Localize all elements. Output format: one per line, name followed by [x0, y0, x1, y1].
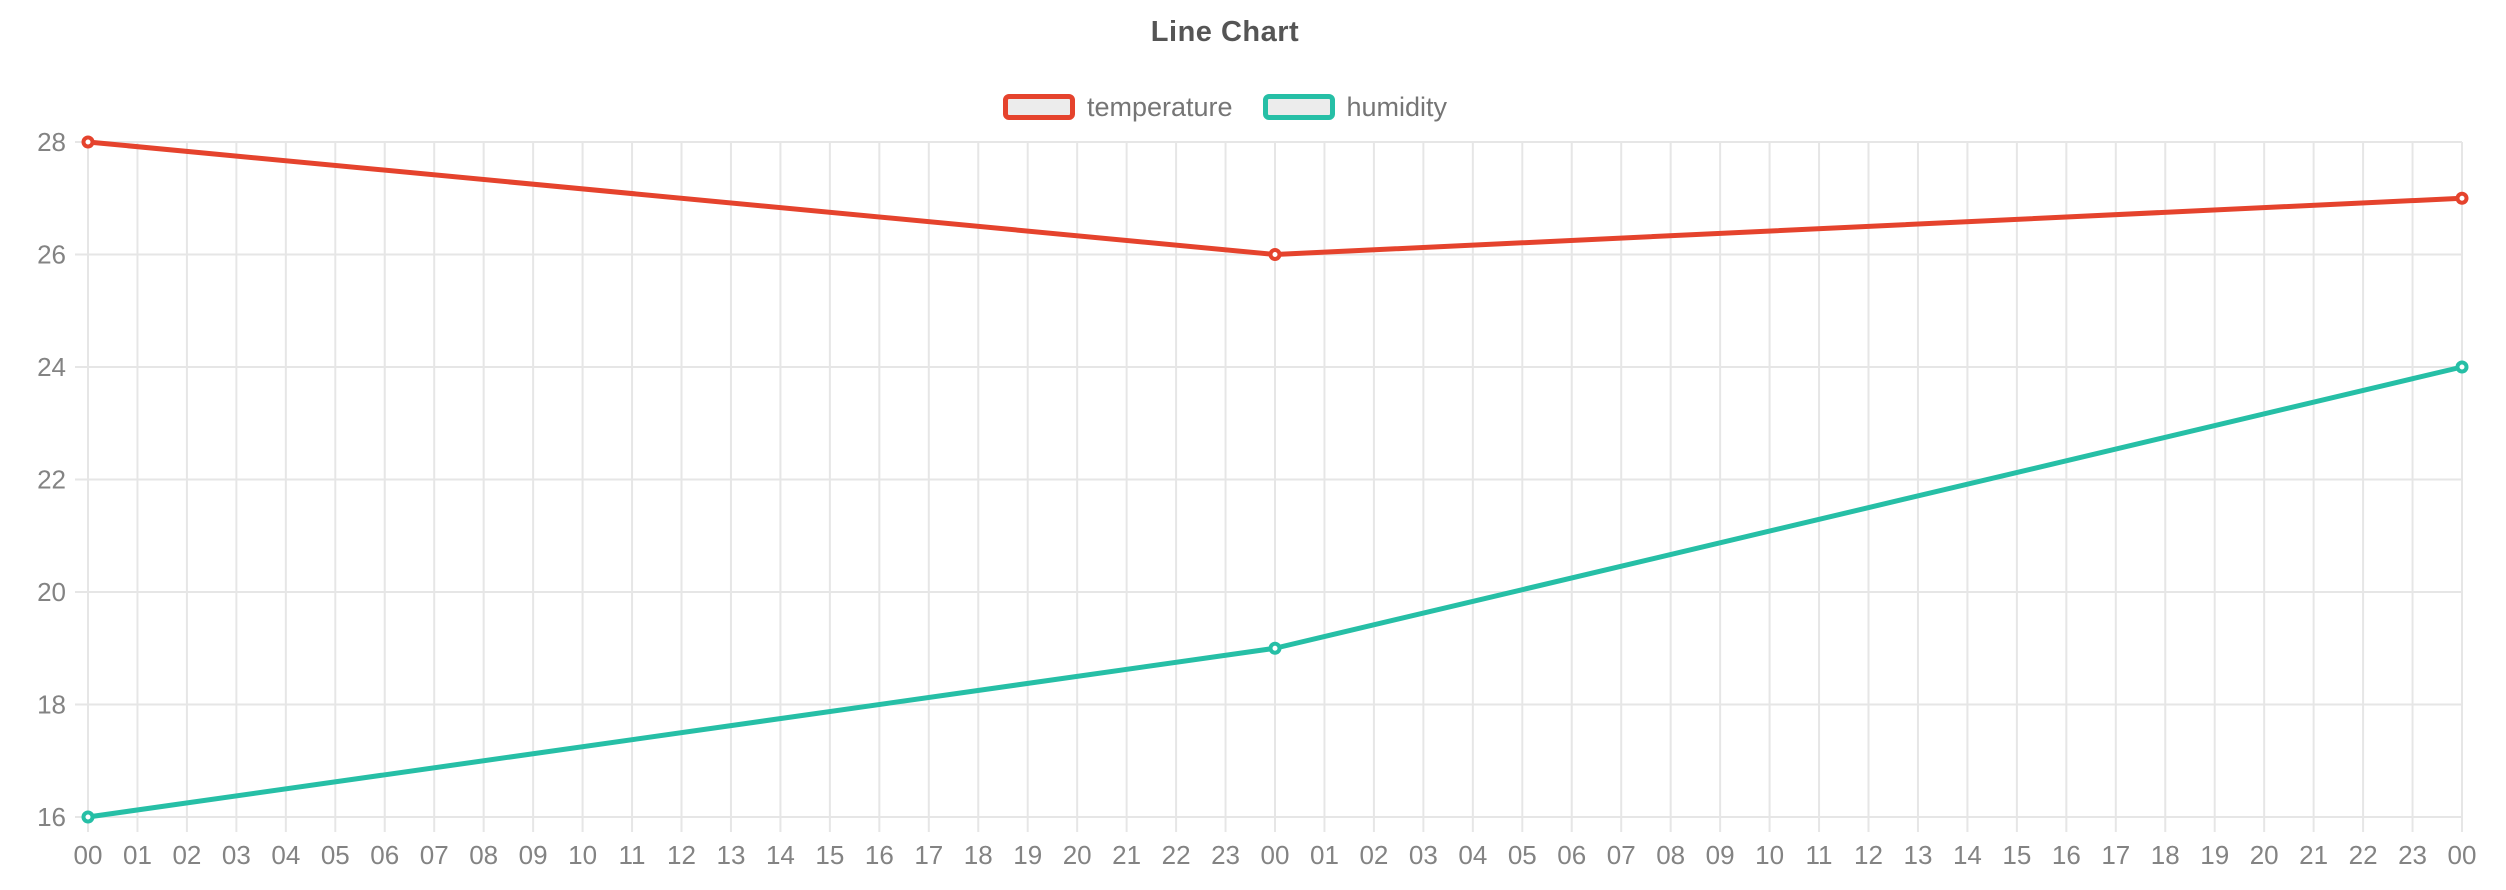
y-axis-tick-label: 26 [37, 240, 66, 270]
x-axis-tick-label: 16 [2052, 840, 2081, 870]
x-axis-tick-label: 12 [1854, 840, 1883, 870]
x-axis-tick-label: 00 [1261, 840, 1290, 870]
x-axis-tick-label: 12 [667, 840, 696, 870]
x-axis-tick-label: 13 [1903, 840, 1932, 870]
legend-item-temperature[interactable]: temperature [1002, 91, 1233, 123]
x-axis-tick-label: 00 [2448, 840, 2477, 870]
temperature-data-point [81, 135, 95, 149]
x-axis-tick-label: 15 [2002, 840, 2031, 870]
x-axis-tick-label: 14 [766, 840, 795, 870]
x-axis-tick-label: 18 [2151, 840, 2180, 870]
x-axis-tick-label: 17 [914, 840, 943, 870]
series-temperature [81, 135, 2469, 261]
x-axis-tick-label: 02 [1359, 840, 1388, 870]
x-axis-tick-label: 22 [1162, 840, 1191, 870]
x-axis-tick-label: 01 [1310, 840, 1339, 870]
x-axis-tick-label: 07 [420, 840, 449, 870]
x-axis-tick-label: 00 [74, 840, 103, 870]
x-axis-tick-label: 03 [222, 840, 251, 870]
y-axis-tick-label: 16 [37, 802, 66, 832]
x-axis-tick-label: 19 [1013, 840, 1042, 870]
x-axis-tick-label: 20 [2250, 840, 2279, 870]
x-axis-tick-label: 07 [1607, 840, 1636, 870]
chart-title: Line Chart [1150, 16, 1300, 48]
x-axis-tick-label: 11 [619, 840, 646, 870]
humidity-data-point [81, 810, 95, 824]
x-axis-tick-label: 23 [2398, 840, 2427, 870]
x-axis-tick-label: 03 [1409, 840, 1438, 870]
x-axis-tick-label: 05 [321, 840, 350, 870]
temperature-data-point [1268, 248, 1282, 261]
x-axis-tick-label: 18 [964, 840, 993, 870]
x-axis-tick-label: 21 [1112, 840, 1141, 870]
temperature-swatch-icon [1002, 94, 1075, 120]
x-axis-tick-label: 02 [172, 840, 201, 870]
grid [75, 141, 2463, 832]
y-axis-tick-label: 28 [37, 127, 66, 157]
x-axis-tick-label: 14 [1953, 840, 1982, 870]
x-axis-tick-label: 11 [1806, 840, 1833, 870]
x-axis-tick-label: 16 [865, 840, 894, 870]
y-axis-tick-label: 20 [37, 577, 66, 607]
legend-item-humidity[interactable]: humidity [1262, 91, 1448, 123]
x-axis-tick-label: 08 [1656, 840, 1685, 870]
chart-legend: temperature humidity [0, 86, 2450, 128]
x-axis-tick-label: 10 [568, 840, 597, 870]
x-axis-tick-label: 19 [2200, 840, 2229, 870]
x-axis-tick-label: 05 [1508, 840, 1537, 870]
x-axis-tick-label: 09 [519, 840, 548, 870]
x-axis-tick-label: 06 [1557, 840, 1586, 870]
x-axis-tick-label: 17 [2101, 840, 2130, 870]
humidity-data-point [1268, 641, 1282, 655]
series-humidity [81, 360, 2469, 824]
x-axis-tick-label: 23 [1211, 840, 1240, 870]
y-axis-labels: 16 18 20 22 24 26 28 [37, 127, 66, 832]
x-axis-tick-label: 01 [123, 840, 152, 870]
temperature-data-point [2455, 191, 2469, 205]
x-axis-tick-label: 04 [1458, 840, 1487, 870]
y-axis-tick-label: 18 [37, 690, 66, 720]
y-axis-tick-label: 24 [37, 352, 66, 382]
x-axis-labels: 00 01 02 03 04 05 06 07 08 09 10 11 12 13 14 15 16 17 18 19… [74, 840, 2477, 870]
y-axis-tick-label: 22 [37, 465, 66, 495]
x-axis-tick-label: 06 [370, 840, 399, 870]
humidity-data-point [2455, 360, 2469, 374]
x-axis-tick-label: 13 [716, 840, 745, 870]
x-axis-tick-label: 15 [815, 840, 844, 870]
x-axis-tick-label: 04 [271, 840, 300, 870]
x-axis-tick-label: 20 [1063, 840, 1092, 870]
x-axis-tick-label: 22 [2349, 840, 2378, 870]
x-axis-tick-label: 09 [1706, 840, 1735, 870]
x-axis-tick-label: 08 [469, 840, 498, 870]
legend-label-humidity: humidity [1346, 91, 1448, 122]
x-axis-tick-label: 21 [2299, 840, 2328, 870]
x-axis-tick-label: 10 [1755, 840, 1784, 870]
humidity-swatch-icon [1262, 94, 1335, 120]
legend-label-temperature: temperature [1086, 91, 1233, 122]
